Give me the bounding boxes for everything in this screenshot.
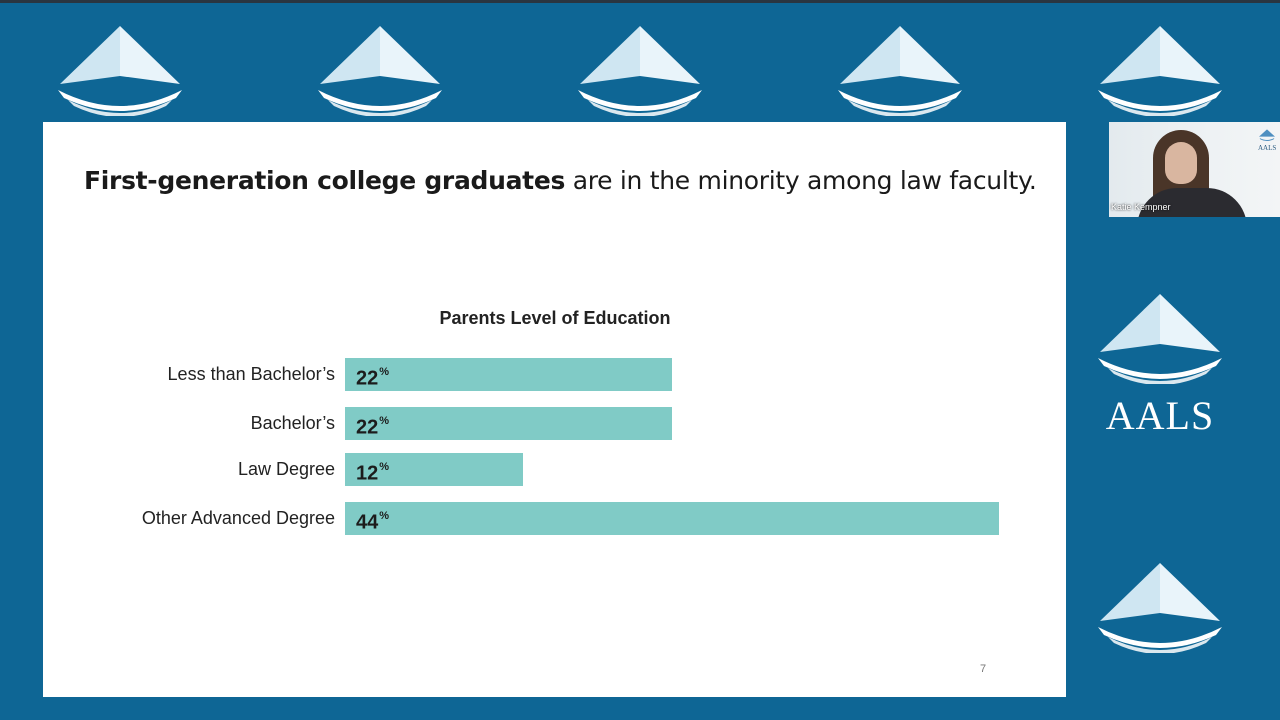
bar-value-label: 22%: [356, 358, 389, 396]
bar-value-number: 44: [356, 511, 379, 534]
bar: 22%: [345, 407, 672, 440]
bar-value-number: 22: [356, 367, 379, 390]
window-top-edge: [0, 0, 1280, 3]
bar-category-label: Law Degree: [237, 459, 335, 479]
chart-title: Parents Level of Education: [439, 308, 671, 328]
participant-name: Katie Kempner: [1111, 202, 1171, 212]
bar-value-label: 44%: [356, 502, 389, 540]
bar-value-unit: %: [379, 461, 390, 473]
presentation-slide: First-generation college graduates are i…: [43, 122, 1066, 697]
slide-title-emphasis: First-generation college graduates: [84, 166, 566, 195]
slide-page-number: 7: [980, 663, 987, 675]
bar-category-label: Bachelor’s: [250, 413, 335, 433]
bar-value-unit: %: [379, 510, 390, 522]
slide-title: First-generation college graduates are i…: [84, 166, 1037, 195]
aals-logo-icon: [1098, 294, 1222, 384]
bar-value-label: 22%: [356, 407, 389, 445]
aals-logo-icon: [838, 26, 962, 116]
participant-video-tile[interactable]: AALS Katie Kempner: [1109, 122, 1280, 217]
aals-mini-logo-icon: [1259, 128, 1275, 147]
aals-logo-icon: [318, 26, 442, 116]
bar-value-unit: %: [379, 366, 390, 378]
bar: 12%: [345, 453, 523, 486]
aals-logo-icon: [1098, 26, 1222, 116]
participant-face: [1165, 142, 1197, 184]
bar-chart: Less than Bachelor’s 22% Bachelor’s 22% Law …: [43, 122, 1066, 697]
slide-title-rest: are in the minority among law faculty.: [565, 166, 1037, 195]
aals-logo-icon: [578, 26, 702, 116]
bar-category-label: Other Advanced Degree: [141, 508, 335, 528]
bar-value-number: 22: [356, 416, 379, 439]
bar-value-label: 12%: [356, 453, 389, 491]
bar-category-label: Less than Bachelor’s: [167, 364, 335, 384]
bar: 44%: [345, 502, 999, 535]
background-org-name: AALS: [1105, 393, 1215, 438]
aals-logo-icon: [58, 26, 182, 116]
bar-value-number: 12: [356, 462, 379, 485]
bar: 22%: [345, 358, 672, 391]
video-logo-text: AALS: [1258, 144, 1277, 152]
bar-value-unit: %: [379, 415, 390, 427]
aals-logo-icon: [1098, 563, 1222, 653]
